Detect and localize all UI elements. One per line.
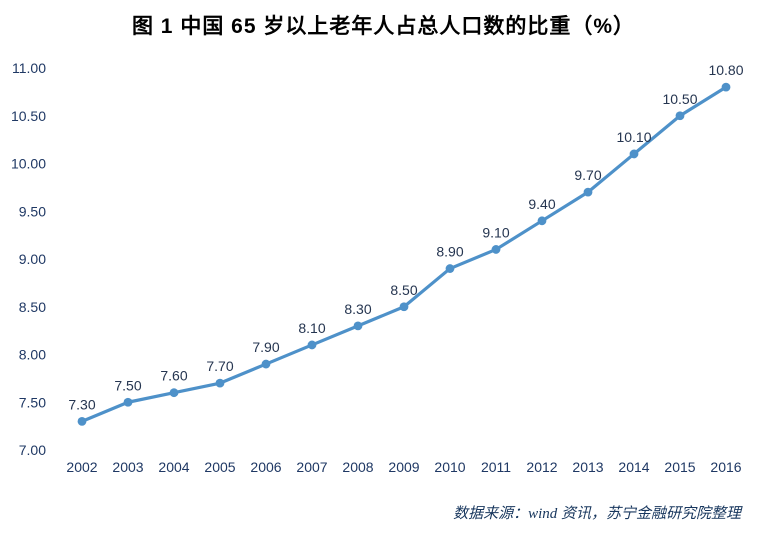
data-point-label: 8.30 (344, 301, 371, 317)
x-tick-label: 2013 (572, 459, 603, 475)
data-point-label: 9.70 (574, 167, 601, 183)
source-note: 数据来源：wind 资讯，苏宁金融研究院整理 (453, 506, 741, 522)
y-tick-label: 10.50 (11, 108, 46, 124)
data-point-marker (491, 245, 501, 254)
x-tick-label: 2002 (66, 459, 97, 475)
x-tick-label: 2004 (158, 459, 189, 475)
data-point-marker (583, 187, 593, 197)
data-point-label: 7.30 (68, 396, 95, 412)
x-tick-label: 2015 (664, 459, 695, 475)
x-tick-label: 2006 (250, 459, 281, 475)
x-tick-label: 2003 (112, 459, 143, 475)
data-point-marker (353, 321, 363, 331)
data-point-label: 8.50 (390, 282, 417, 298)
data-point-label: 7.60 (160, 368, 187, 384)
data-point-label: 9.40 (528, 196, 555, 212)
x-tick-label: 2005 (204, 459, 235, 475)
chart-title: 图 1 中国 65 岁以上老年人占总人口数的比重（%） (131, 15, 636, 38)
data-point-label: 10.50 (662, 91, 697, 107)
data-point-marker (215, 378, 225, 388)
x-tick-label: 2007 (296, 459, 327, 475)
line-chart-canvas: 11.00 10.50 10.00 9.50 9.00 8.50 8.00 7.50 7.00 2… (11, 60, 744, 475)
x-tick-label: 2010 (434, 459, 465, 475)
x-tick-label: 2016 (710, 459, 741, 475)
y-tick-label: 8.50 (19, 299, 46, 315)
data-point-label: 8.10 (298, 320, 325, 336)
data-point-marker (261, 359, 271, 369)
data-point-marker (629, 149, 639, 159)
x-tick-label: 2014 (618, 459, 649, 475)
data-point-marker (675, 111, 685, 121)
y-tick-label: 8.00 (19, 347, 46, 363)
data-point-marker (399, 302, 409, 312)
data-point-label: 10.10 (616, 129, 651, 145)
x-tick-label: 2012 (526, 459, 557, 475)
y-tick-label: 7.00 (19, 442, 46, 458)
x-tick-label: 2008 (342, 459, 373, 475)
data-point-marker (445, 264, 455, 273)
data-point-label: 10.80 (708, 62, 743, 78)
y-tick-label: 10.00 (11, 156, 46, 172)
data-point-marker (537, 216, 547, 226)
data-point-label: 8.90 (436, 244, 463, 260)
data-point-marker (721, 82, 731, 92)
y-tick-label: 9.50 (19, 203, 46, 219)
data-point-marker (169, 388, 179, 398)
data-point-label: 7.50 (114, 377, 141, 393)
data-point-marker (123, 397, 133, 407)
y-tick-label: 9.00 (19, 251, 46, 267)
data-point-label: 7.90 (252, 339, 279, 355)
y-tick-label: 11.00 (12, 60, 46, 76)
data-point-label: 9.10 (482, 224, 509, 240)
x-tick-label: 2009 (388, 459, 419, 475)
data-point-marker (77, 416, 87, 426)
y-tick-label: 7.50 (19, 394, 46, 410)
data-point-label: 7.70 (206, 358, 233, 374)
data-point-marker (307, 340, 317, 350)
x-tick-label: 2011 (481, 459, 511, 475)
